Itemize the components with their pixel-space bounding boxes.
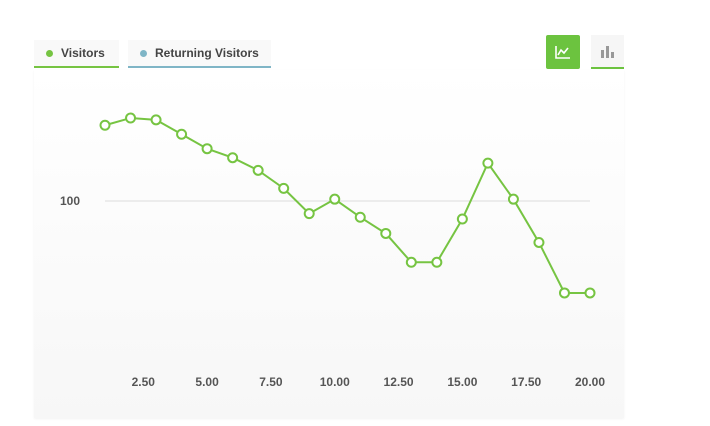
data-point[interactable] xyxy=(431,256,443,268)
data-point[interactable] xyxy=(380,227,392,239)
data-point[interactable] xyxy=(252,164,264,176)
data-point[interactable] xyxy=(456,213,468,225)
tab-returning-visitors[interactable]: Returning Visitors xyxy=(128,40,271,68)
data-point[interactable] xyxy=(278,182,290,194)
data-point[interactable] xyxy=(227,152,239,164)
data-point[interactable] xyxy=(533,236,545,248)
data-point[interactable] xyxy=(201,143,213,155)
bar-chart-icon xyxy=(600,46,614,58)
x-tick-label: 15.00 xyxy=(447,375,477,389)
x-tick-label: 20.00 xyxy=(575,375,605,389)
data-point[interactable] xyxy=(176,128,188,140)
visitors-dot-icon xyxy=(46,49,53,57)
data-point[interactable] xyxy=(303,208,315,220)
x-tick-label: 12.50 xyxy=(384,375,414,389)
returning-visitors-dot-icon xyxy=(140,49,147,57)
visitors-series-line xyxy=(104,117,590,294)
line-chart-button[interactable] xyxy=(546,35,580,69)
data-point[interactable] xyxy=(329,193,341,205)
visitors-line-chart: 100 2.50 5.00 7.50 10.00 12.50 15.00 17.50 20.00 xyxy=(60,112,605,389)
x-tick-label: 17.50 xyxy=(511,375,541,389)
data-point[interactable] xyxy=(482,157,494,169)
data-point[interactable] xyxy=(507,193,519,205)
data-point[interactable] xyxy=(99,119,111,131)
line-chart-icon xyxy=(555,46,570,59)
data-point[interactable] xyxy=(150,114,162,126)
y-tick-label: 100 xyxy=(60,194,80,208)
data-point[interactable] xyxy=(354,211,366,223)
chart-panel: 100 2.50 5.00 7.50 10.00 12.50 15.00 17.50 20.00 xyxy=(34,70,624,418)
tab-visitors-label: Visitors xyxy=(61,46,105,60)
tab-returning-visitors-label: Returning Visitors xyxy=(155,46,259,60)
bar-chart-button[interactable] xyxy=(591,35,624,69)
tab-visitors[interactable]: Visitors xyxy=(34,40,119,68)
data-point[interactable] xyxy=(405,256,417,268)
x-tick-label: 5.00 xyxy=(195,375,219,389)
x-tick-label: 2.50 xyxy=(132,375,156,389)
x-tick-label: 7.50 xyxy=(259,375,283,389)
data-point[interactable] xyxy=(125,112,137,124)
data-point[interactable] xyxy=(584,287,596,299)
x-tick-label: 10.00 xyxy=(320,375,350,389)
data-point[interactable] xyxy=(558,287,570,299)
